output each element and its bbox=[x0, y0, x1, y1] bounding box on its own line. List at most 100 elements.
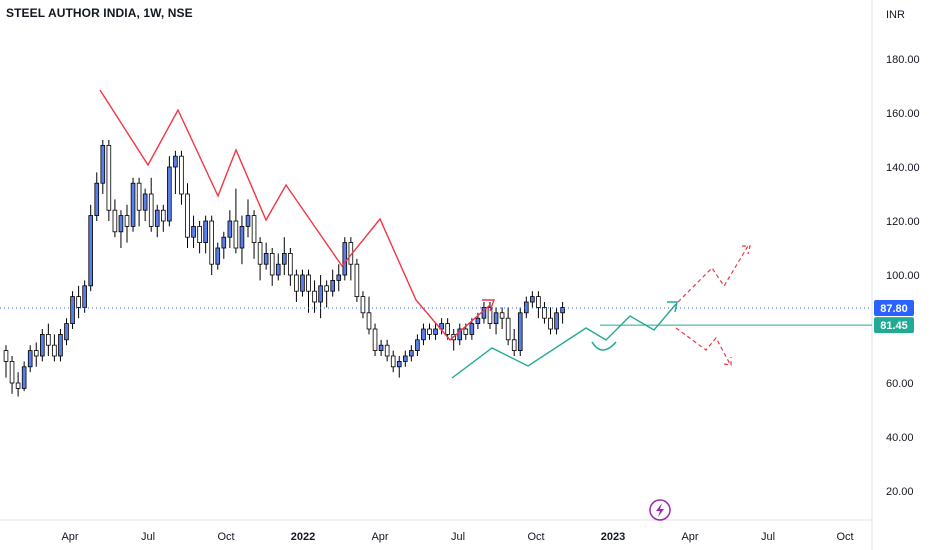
candle bbox=[124, 204, 130, 243]
candle bbox=[130, 177, 136, 232]
candle bbox=[209, 215, 215, 275]
candle bbox=[118, 210, 124, 248]
x-tick-label: Jul bbox=[761, 531, 775, 543]
chart-title: STEEL AUTHOR INDIA, 1W, NSE bbox=[6, 6, 193, 20]
candle bbox=[493, 307, 499, 335]
candle bbox=[233, 188, 239, 254]
x-tick-label: 2022 bbox=[291, 531, 315, 543]
candle bbox=[511, 329, 517, 356]
price-axis: 180.00160.00140.00120.00100.0080.0060.00… bbox=[886, 54, 920, 498]
candle bbox=[517, 307, 523, 356]
candle bbox=[160, 204, 166, 232]
x-tick-label: 2023 bbox=[601, 531, 625, 543]
candle bbox=[366, 296, 372, 335]
candle bbox=[360, 291, 366, 319]
candle bbox=[402, 350, 408, 367]
candle bbox=[136, 177, 142, 227]
candle bbox=[336, 264, 342, 292]
candle bbox=[215, 242, 221, 270]
x-tick-label: Oct bbox=[836, 531, 853, 543]
candle bbox=[275, 253, 281, 281]
candle bbox=[439, 318, 444, 335]
y-tick-label: 60.00 bbox=[886, 378, 914, 390]
candle bbox=[197, 221, 202, 254]
candle bbox=[312, 280, 317, 313]
candle bbox=[342, 237, 348, 281]
y-tick-label: 160.00 bbox=[886, 108, 920, 120]
candle bbox=[185, 183, 190, 248]
candle bbox=[354, 258, 360, 302]
candle bbox=[499, 307, 505, 329]
candle bbox=[487, 302, 493, 329]
candle bbox=[106, 140, 112, 221]
candle bbox=[64, 318, 69, 346]
y-tick-label: 120.00 bbox=[886, 216, 920, 228]
candle bbox=[94, 172, 100, 221]
candle bbox=[52, 334, 57, 362]
projected-paths bbox=[675, 245, 751, 366]
candle bbox=[58, 329, 63, 362]
candle bbox=[221, 231, 227, 259]
candle bbox=[179, 150, 184, 205]
price-label-value: 81.45 bbox=[880, 320, 908, 332]
candle bbox=[324, 280, 329, 308]
x-tick-label: Apr bbox=[681, 531, 698, 543]
y-tick-label: 140.00 bbox=[886, 162, 920, 174]
candle bbox=[100, 140, 106, 194]
candle bbox=[300, 269, 305, 297]
candle bbox=[396, 356, 402, 378]
candle bbox=[505, 307, 511, 346]
candle bbox=[203, 215, 208, 254]
candle bbox=[70, 291, 75, 329]
candle bbox=[524, 296, 529, 319]
candle bbox=[481, 302, 487, 324]
candle bbox=[530, 291, 535, 308]
candle bbox=[542, 302, 547, 324]
candle bbox=[154, 204, 160, 238]
candle bbox=[82, 280, 87, 313]
price-label-value: 87.80 bbox=[880, 303, 908, 315]
candle bbox=[318, 275, 323, 319]
candle bbox=[457, 323, 463, 346]
price-label: 87.80 bbox=[874, 299, 914, 316]
candle bbox=[245, 199, 251, 238]
red-zigzag-trendline bbox=[99, 89, 495, 341]
price-label: 81.45 bbox=[874, 317, 914, 334]
currency-label: INR bbox=[886, 9, 905, 21]
candle bbox=[433, 323, 438, 340]
candle bbox=[348, 237, 354, 281]
x-tick-label: Jul bbox=[141, 531, 155, 543]
candle bbox=[9, 356, 15, 394]
candle bbox=[33, 342, 39, 367]
candle bbox=[21, 361, 27, 392]
candle bbox=[27, 345, 33, 373]
candle bbox=[372, 323, 378, 356]
y-tick-label: 180.00 bbox=[886, 54, 920, 66]
candle bbox=[142, 188, 148, 221]
candle bbox=[15, 372, 21, 397]
price-labels: 87.80 81.45 bbox=[874, 299, 914, 334]
y-tick-label: 40.00 bbox=[886, 432, 914, 444]
candle bbox=[390, 350, 396, 373]
y-tick-label: 100.00 bbox=[886, 270, 920, 282]
candle bbox=[294, 269, 299, 302]
candle bbox=[263, 242, 269, 270]
y-tick-label: 20.00 bbox=[886, 486, 914, 498]
candle bbox=[269, 248, 275, 286]
candle bbox=[227, 210, 233, 248]
candle bbox=[378, 339, 384, 356]
candle bbox=[384, 339, 390, 362]
time-axis: Apr Jul Oct 2022 Apr Jul Oct 2023 Apr Jul Oct bbox=[61, 531, 853, 543]
candle bbox=[239, 215, 245, 265]
candle bbox=[536, 291, 541, 319]
candle bbox=[560, 302, 565, 324]
x-tick-label: Oct bbox=[527, 531, 544, 543]
candles-layer bbox=[3, 140, 565, 397]
candle bbox=[281, 237, 287, 275]
candle bbox=[3, 345, 9, 378]
x-tick-label: Apr bbox=[61, 531, 78, 543]
x-tick-label: Oct bbox=[217, 531, 234, 543]
lightning-icon[interactable] bbox=[649, 499, 671, 521]
candle bbox=[76, 285, 81, 319]
